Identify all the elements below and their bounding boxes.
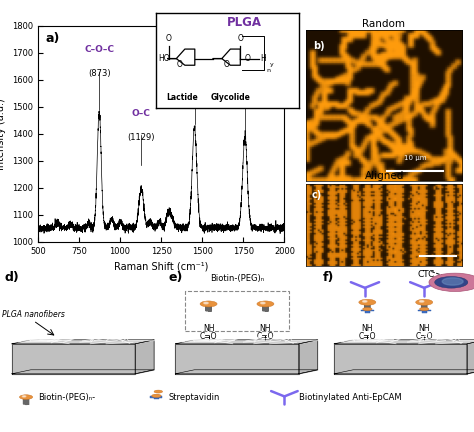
Polygon shape [467, 340, 474, 374]
Text: NH: NH [362, 324, 373, 333]
Circle shape [261, 302, 265, 304]
Circle shape [204, 302, 208, 304]
Circle shape [152, 394, 161, 397]
Text: O: O [165, 35, 172, 44]
Text: PLGA: PLGA [227, 16, 262, 29]
Polygon shape [135, 340, 154, 374]
Text: O: O [237, 35, 243, 44]
Text: Biotinylated Anti-EpCAM: Biotinylated Anti-EpCAM [299, 393, 401, 402]
Bar [361, 310, 374, 311]
Text: O: O [177, 60, 183, 69]
Polygon shape [334, 340, 474, 344]
Circle shape [442, 278, 463, 285]
Circle shape [359, 299, 376, 305]
Text: C=O: C=O [257, 332, 274, 341]
Circle shape [363, 301, 367, 302]
Circle shape [257, 301, 274, 307]
Bar [185, 291, 289, 330]
Bar [365, 308, 370, 313]
Polygon shape [12, 370, 154, 374]
Bar [154, 395, 159, 399]
Text: (1760): (1760) [231, 80, 259, 89]
Bar [422, 308, 427, 313]
Text: n: n [266, 68, 270, 73]
Polygon shape [175, 344, 299, 374]
Circle shape [419, 308, 429, 311]
Circle shape [154, 390, 163, 393]
Text: HO: HO [158, 54, 170, 63]
Text: c): c) [312, 190, 322, 200]
Text: Glycolide: Glycolide [210, 93, 250, 102]
Polygon shape [299, 340, 318, 374]
Circle shape [363, 308, 372, 311]
Circle shape [200, 301, 217, 307]
Text: (1129): (1129) [128, 133, 155, 142]
Title: Random: Random [363, 19, 405, 29]
Text: C=O: C=O [234, 56, 256, 65]
Text: PLGA nanofibers: PLGA nanofibers [2, 310, 65, 319]
Circle shape [419, 301, 424, 302]
Text: (873): (873) [88, 69, 110, 78]
Polygon shape [334, 370, 474, 374]
Text: Aligned: Aligned [365, 171, 405, 181]
Text: O–C: O–C [132, 109, 151, 118]
Polygon shape [12, 340, 154, 344]
Text: O: O [245, 54, 250, 63]
Text: Biotin-(PEG)ₙ: Biotin-(PEG)ₙ [210, 274, 264, 283]
Text: C=O: C=O [359, 332, 376, 341]
X-axis label: Raman Shift (cm⁻¹): Raman Shift (cm⁻¹) [114, 261, 209, 271]
Text: NH: NH [260, 324, 271, 333]
Circle shape [22, 396, 26, 397]
Text: O: O [224, 60, 230, 69]
Text: O–C=O: O–C=O [177, 73, 212, 83]
Polygon shape [175, 370, 318, 374]
Text: e): e) [168, 271, 182, 284]
Text: C=O: C=O [200, 332, 217, 341]
Text: C=O: C=O [416, 332, 433, 341]
Circle shape [435, 276, 468, 288]
Text: a): a) [46, 32, 60, 45]
Text: y: y [270, 62, 274, 67]
Text: 10 μm: 10 μm [404, 155, 427, 161]
Text: d): d) [5, 271, 19, 284]
Y-axis label: Intensity (a.u.): Intensity (a.u.) [0, 98, 6, 170]
Polygon shape [175, 340, 318, 344]
Text: f): f) [322, 271, 334, 284]
Bar [418, 310, 431, 311]
Bar [151, 396, 162, 398]
Text: Biotin-(PEG)ₙ-: Biotin-(PEG)ₙ- [38, 393, 95, 402]
Text: Streptavidin: Streptavidin [168, 393, 219, 402]
Text: b): b) [314, 41, 325, 51]
Text: NH: NH [203, 324, 214, 333]
Circle shape [416, 299, 433, 305]
Polygon shape [334, 344, 467, 374]
Text: CTC: CTC [417, 270, 435, 279]
Text: (1453): (1453) [181, 98, 209, 106]
Text: NH: NH [419, 324, 430, 333]
Polygon shape [12, 344, 135, 374]
Text: H: H [260, 54, 266, 63]
Circle shape [19, 395, 33, 400]
Circle shape [429, 273, 474, 292]
Text: Lactide: Lactide [166, 93, 198, 102]
Text: C–O–C: C–O–C [84, 45, 114, 54]
